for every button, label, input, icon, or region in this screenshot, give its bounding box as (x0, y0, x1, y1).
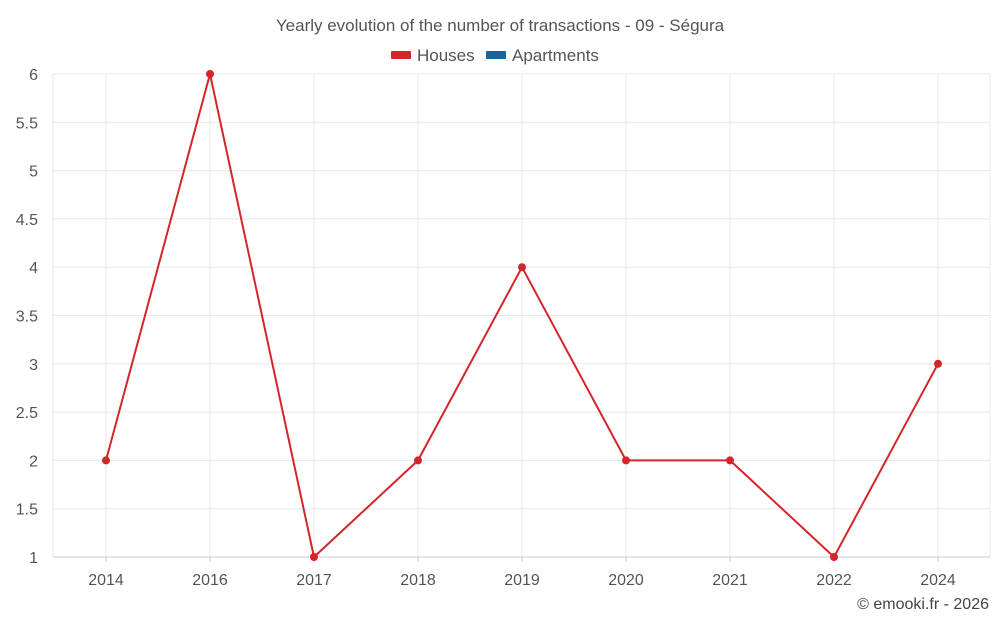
data-point-houses[interactable] (206, 70, 214, 78)
y-tick-label: 3 (29, 357, 38, 374)
y-tick-label: 4.5 (16, 212, 38, 229)
x-tick-label: 2017 (296, 572, 332, 589)
x-tick-label: 2016 (192, 572, 228, 589)
data-point-houses[interactable] (726, 456, 734, 465)
grid (53, 73, 990, 557)
y-tick-label: 5.5 (16, 115, 38, 132)
y-tick-label: 2 (29, 453, 38, 470)
x-tick-label: 2021 (712, 572, 748, 589)
y-tick-label: 5 (29, 164, 38, 181)
x-tick-label: 2022 (816, 572, 852, 589)
y-axis-ticks: 1 1.5 2 2.5 3 3.5 4 4.5 5 5.5 6 (16, 67, 38, 567)
data-point-houses[interactable] (830, 553, 838, 561)
x-tick-label: 2019 (504, 572, 540, 589)
x-tick-label: 2024 (920, 572, 956, 589)
data-point-houses[interactable] (622, 456, 630, 465)
x-tick-label: 2018 (400, 572, 436, 589)
x-tick-label: 2014 (88, 572, 124, 589)
data-point-houses[interactable] (934, 359, 942, 368)
legend: Houses Apartments (391, 46, 599, 65)
x-axis-ticks: 2014 2016 2017 2018 2019 2020 2021 2022 2024 (88, 557, 956, 589)
legend-label-apartments: Apartments (512, 46, 599, 65)
y-tick-label: 4 (29, 260, 38, 277)
y-tick-label: 1 (29, 550, 38, 567)
y-tick-label: 2.5 (16, 405, 38, 422)
legend-item-houses[interactable]: Houses (391, 46, 475, 65)
y-tick-label: 3.5 (16, 309, 38, 326)
y-tick-label: 1.5 (16, 502, 38, 519)
data-point-houses[interactable] (310, 553, 318, 561)
legend-swatch-houses (391, 51, 411, 59)
legend-item-apartments[interactable]: Apartments (486, 46, 599, 65)
data-point-houses[interactable] (102, 456, 110, 465)
y-tick-label: 6 (29, 67, 38, 84)
data-point-houses[interactable] (518, 263, 526, 272)
series-layer (102, 70, 942, 561)
data-point-houses[interactable] (414, 456, 422, 465)
x-tick-label: 2020 (608, 572, 644, 589)
credit-text: © emooki.fr - 2026 (857, 596, 989, 613)
legend-label-houses: Houses (417, 46, 475, 65)
legend-swatch-apartments (486, 51, 506, 59)
chart-title: Yearly evolution of the number of transa… (276, 16, 725, 35)
